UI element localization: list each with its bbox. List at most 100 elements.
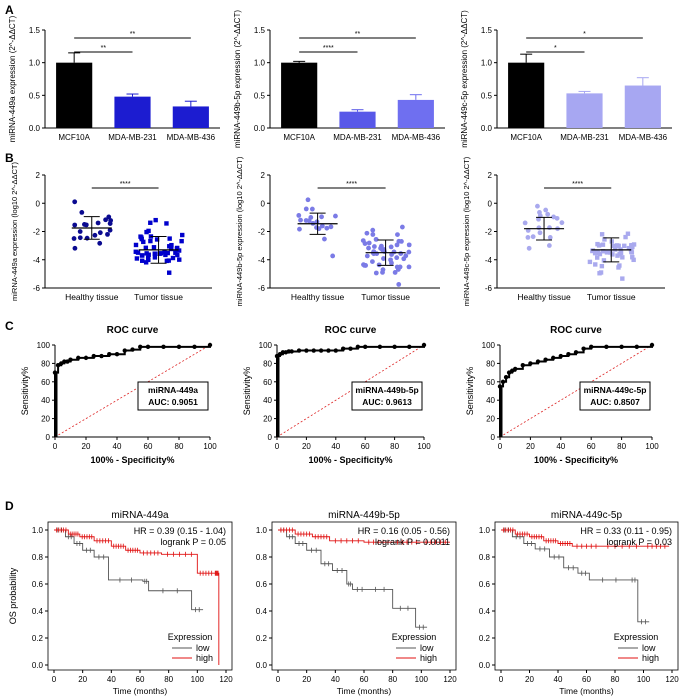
- x-tick-label: 120: [665, 675, 679, 684]
- data-point: [403, 253, 409, 259]
- data-point: [162, 249, 167, 255]
- data-point: [626, 245, 632, 251]
- roc-point: [573, 350, 579, 355]
- reference-line: [276, 344, 425, 438]
- data-point: [362, 241, 368, 246]
- roc-point: [114, 352, 120, 357]
- y-tick-label: 0.8: [32, 553, 44, 562]
- data-point: [599, 232, 605, 237]
- y-tick-label: 0.5: [254, 91, 266, 100]
- y-axis-label: Sensitivity%: [465, 367, 475, 416]
- roc-point: [500, 379, 506, 384]
- data-point: [305, 197, 311, 203]
- data-point: [308, 215, 314, 220]
- y-tick-label: 1.0: [254, 59, 266, 68]
- legend-label: high: [642, 653, 659, 663]
- y-tick-label: 1.0: [32, 526, 44, 535]
- y-tick-label: 0.4: [32, 607, 44, 616]
- data-point: [297, 226, 302, 232]
- data-point: [622, 243, 627, 249]
- roc-point: [421, 342, 427, 348]
- data-point: [631, 242, 637, 247]
- roc-point: [619, 344, 624, 350]
- data-point: [595, 255, 600, 260]
- data-point: [373, 270, 379, 276]
- data-point: [296, 213, 302, 218]
- roc-point: [207, 342, 213, 348]
- data-point: [537, 213, 543, 219]
- y-tick-label: 0.0: [32, 661, 44, 670]
- chart-title: ROC curve: [550, 325, 602, 336]
- x-tick-label: 60: [582, 675, 591, 684]
- auc-box-value: AUC: 0.8507: [590, 397, 640, 407]
- data-point: [590, 248, 596, 253]
- y-tick-label: 40: [41, 396, 50, 405]
- data-point: [97, 240, 103, 246]
- y-tick-label: 0: [268, 433, 273, 442]
- data-point: [364, 253, 370, 259]
- roc-point: [99, 353, 104, 359]
- y-tick-label: 0.2: [32, 634, 44, 643]
- data-point: [298, 217, 303, 223]
- legend-title: Expression: [614, 632, 659, 642]
- y-tick-label: 0.4: [479, 607, 491, 616]
- chart-title: miRNA-449a: [111, 510, 169, 521]
- data-point: [406, 242, 412, 248]
- data-point: [303, 206, 309, 212]
- y-tick-label: 0.2: [479, 634, 491, 643]
- data-point: [391, 249, 397, 255]
- y-tick-label: 60: [263, 378, 272, 387]
- data-point: [526, 245, 532, 251]
- data-point: [333, 213, 338, 219]
- y-tick-label: -4: [485, 256, 493, 265]
- data-point: [543, 207, 549, 213]
- y-tick-label: 1.5: [481, 26, 493, 35]
- x-axis-label: Time (months): [559, 686, 614, 696]
- y-tick-label: 0.8: [479, 553, 491, 562]
- x-tick-label: 40: [107, 675, 116, 684]
- data-point: [376, 262, 382, 268]
- y-tick-label: 1.0: [481, 59, 493, 68]
- x-tick-label: MDA-MB-436: [619, 133, 668, 142]
- data-point: [559, 220, 565, 226]
- data-point: [378, 245, 383, 251]
- legend-label: high: [420, 653, 437, 663]
- x-tick-label: Tumor tissue: [361, 292, 410, 302]
- data-point: [600, 242, 606, 247]
- panel-label-D: D: [5, 499, 14, 513]
- data-point: [388, 257, 393, 263]
- data-point: [623, 234, 628, 240]
- data-point: [630, 255, 635, 260]
- data-point: [366, 240, 372, 246]
- x-tick-label: Healthy tissue: [517, 292, 571, 302]
- data-point: [103, 217, 109, 223]
- y-tick-label: 100: [482, 341, 496, 350]
- x-tick-label: 80: [611, 675, 620, 684]
- y-tick-label: 2: [488, 171, 493, 180]
- y-axis-label: miRNA-449c-5p expression (log10 2^-ΔΔCT): [462, 156, 471, 306]
- data-point: [72, 245, 78, 251]
- roc-point: [192, 344, 197, 350]
- data-point: [392, 270, 398, 275]
- bar: [172, 106, 209, 128]
- y-tick-label: 0: [36, 199, 41, 208]
- bar: [508, 62, 545, 128]
- survival-curve-high: [54, 529, 220, 665]
- significance-label: *: [583, 31, 586, 38]
- bar: [281, 62, 318, 128]
- data-point: [616, 265, 621, 270]
- survival-curve-low: [501, 529, 650, 623]
- y-tick-label: 20: [263, 415, 272, 424]
- data-point: [148, 238, 153, 244]
- roc-point: [83, 355, 89, 361]
- data-point: [599, 263, 605, 269]
- x-tick-label: 60: [587, 442, 596, 451]
- y-tick-label: -2: [258, 228, 266, 237]
- stat-annotation: logrank P = 0.05: [160, 537, 226, 547]
- x-tick-label: Tumor tissue: [134, 292, 183, 302]
- data-point: [611, 243, 616, 249]
- data-point: [370, 227, 376, 233]
- data-point: [328, 224, 334, 230]
- roc-point: [333, 348, 338, 353]
- chart-title: miRNA-449c-5p: [551, 510, 623, 521]
